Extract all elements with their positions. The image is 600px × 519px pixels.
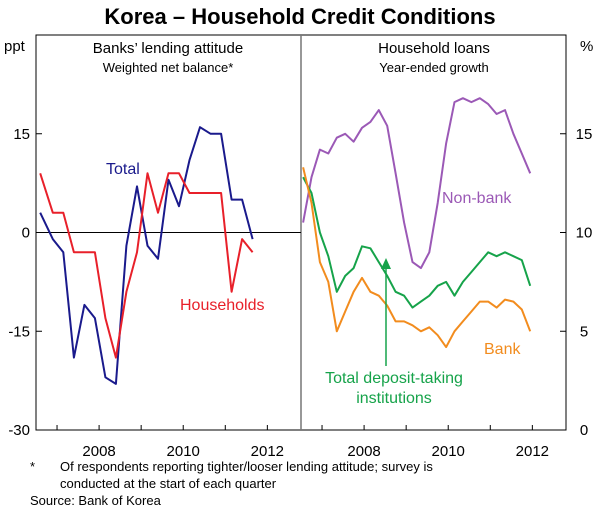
x-tick-label: 2012	[516, 443, 549, 460]
non-bank-series-line	[302, 97, 532, 270]
right-panel-title: Household loans	[378, 40, 490, 57]
left-panel-title: Banks’ lending attitude	[93, 40, 243, 57]
tdti-series-label-line1: Total deposit-taking	[325, 370, 463, 387]
x-tick-label: 2010	[167, 443, 200, 460]
bank-series-line	[302, 167, 532, 349]
total-series-line	[39, 126, 254, 385]
x-tick-label: 2008	[347, 443, 380, 460]
right-y-tick-label: 10	[576, 225, 593, 242]
left-y-tick-label: -15	[8, 323, 30, 340]
tdti-series-label-line2: institutions	[356, 390, 432, 407]
households-series-line	[39, 172, 254, 359]
x-axis: 2008 2010 2012 2008 2010 2012	[56, 425, 549, 460]
x-tick-label: 2012	[251, 443, 284, 460]
x-tick-label: 2008	[82, 443, 115, 460]
tdti-arrow-head	[381, 258, 391, 269]
footnote-line1: Of respondents reporting tighter/looser …	[60, 459, 433, 474]
right-y-tick-label: 5	[580, 323, 588, 340]
series-layer	[39, 97, 532, 385]
left-unit-label: ppt	[4, 38, 26, 55]
households-series-label: Households	[180, 297, 265, 314]
total-series-label: Total	[106, 161, 140, 178]
bank-series-label: Bank	[484, 341, 521, 358]
right-y-axis: 15 10 5 0	[560, 126, 592, 439]
left-y-tick-label: 15	[13, 126, 30, 143]
right-panel-subtitle: Year-ended growth	[379, 60, 488, 75]
footnote-line2: conducted at the start of each quarter	[60, 476, 277, 491]
right-unit-label: %	[580, 38, 593, 55]
left-y-tick-label: -30	[8, 422, 30, 439]
source-note: Source: Bank of Korea	[30, 493, 162, 508]
left-y-tick-label: 0	[22, 225, 30, 242]
x-tick-label: 2010	[432, 443, 465, 460]
footnote-marker: *	[30, 459, 35, 474]
chart-title: Korea – Household Credit Conditions	[104, 4, 495, 29]
right-y-tick-label: 15	[576, 126, 593, 143]
left-panel-subtitle: Weighted net balance*	[103, 60, 234, 75]
non-bank-series-label: Non-bank	[442, 190, 512, 207]
right-y-tick-label: 0	[580, 422, 588, 439]
left-y-axis: 15 0 -15 -30	[8, 126, 301, 439]
total-deposit-taking-institutions-series-line	[302, 176, 532, 309]
